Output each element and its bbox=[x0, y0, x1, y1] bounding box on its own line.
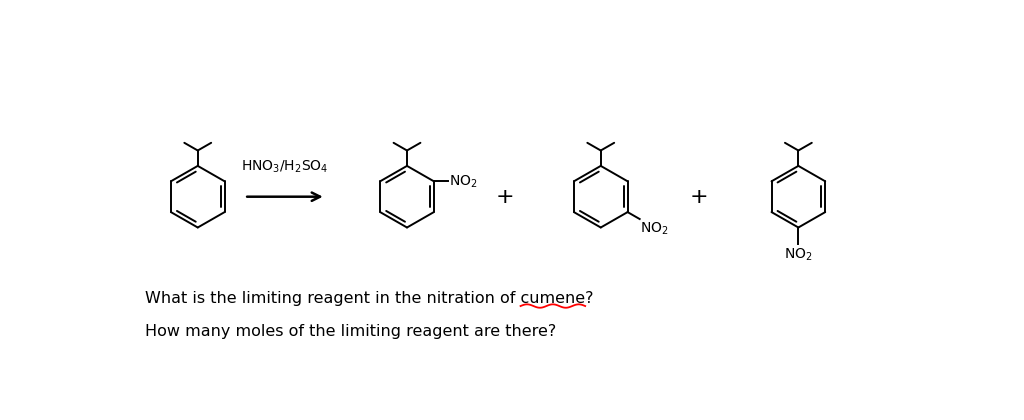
Text: How many moles of the limiting reagent are there?: How many moles of the limiting reagent a… bbox=[145, 324, 556, 339]
Text: What is the limiting reagent in the nitration of: What is the limiting reagent in the nitr… bbox=[145, 291, 520, 306]
Text: NO$_2$: NO$_2$ bbox=[784, 247, 813, 263]
Text: HNO$_3$/H$_2$SO$_4$: HNO$_3$/H$_2$SO$_4$ bbox=[241, 159, 329, 175]
Text: NO$_2$: NO$_2$ bbox=[449, 173, 477, 189]
Text: NO$_2$: NO$_2$ bbox=[640, 220, 669, 237]
Text: +: + bbox=[690, 187, 709, 207]
Text: +: + bbox=[496, 187, 515, 207]
Text: What is the limiting reagent in the nitration of cumene?: What is the limiting reagent in the nitr… bbox=[145, 291, 594, 306]
Text: What is the limiting reagent in the nitration of cumene: What is the limiting reagent in the nitr… bbox=[145, 291, 585, 306]
